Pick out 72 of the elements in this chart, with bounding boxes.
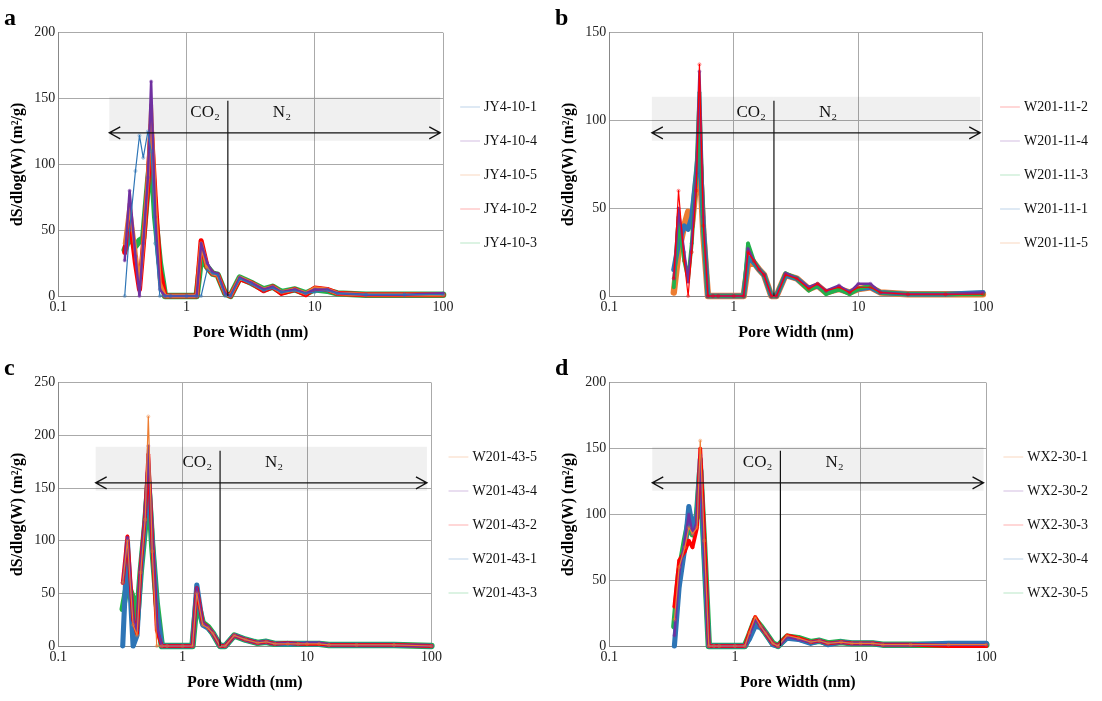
- x-tick-label: 1: [179, 649, 187, 665]
- legend-label: W201-43-3: [472, 584, 538, 600]
- x-tick-label: 100: [972, 299, 994, 315]
- x-tick-label: 100: [432, 299, 454, 315]
- y-tick-label: 50: [592, 571, 607, 587]
- y-tick-label: 200: [585, 374, 607, 390]
- x-axis-title: Pore Width (nm): [738, 322, 854, 341]
- x-tick-label: 0.1: [600, 299, 618, 315]
- legend-label: WX2-30-5: [1027, 584, 1089, 600]
- y-tick-label: 100: [34, 156, 56, 172]
- legend-label: W201-43-4: [472, 482, 538, 498]
- x-tick-label: 10: [851, 299, 866, 315]
- band-label: CO₂: [190, 101, 220, 121]
- legend-label: JY4-10-5: [484, 166, 538, 182]
- legend-label: W201-11-1: [1023, 200, 1089, 216]
- x-tick-label: 10: [300, 649, 315, 665]
- band-label: N₂: [272, 101, 292, 121]
- y-tick-label: 150: [585, 440, 607, 456]
- y-tick-label: 150: [585, 24, 607, 40]
- y-axis-title: dS/dlog(W) (m²/g): [7, 452, 26, 577]
- legend-label: W201-11-2: [1023, 98, 1089, 114]
- legend-label: W201-11-4: [1023, 132, 1089, 148]
- x-axis-title: Pore Width (nm): [192, 322, 309, 341]
- y-tick-label: 150: [34, 90, 56, 106]
- band-label: CO₂: [742, 451, 773, 471]
- x-tick-label: 10: [853, 649, 868, 665]
- legend-label: JY4-10-2: [484, 200, 538, 216]
- y-tick-label: 50: [41, 585, 56, 601]
- chart-title: a: [4, 3, 16, 30]
- y-tick-label: 250: [34, 374, 56, 390]
- y-axis-title: dS/dlog(W) (m²/g): [558, 452, 577, 577]
- y-axis-title: dS/dlog(W) (m²/g): [558, 102, 577, 227]
- x-axis-title: Pore Width (nm): [187, 672, 303, 691]
- x-tick-label: 1: [183, 299, 191, 315]
- legend-label: W201-43-1: [472, 550, 538, 566]
- y-tick-label: 100: [34, 532, 56, 548]
- x-tick-label: 10: [307, 299, 322, 315]
- x-tick-label: 100: [420, 649, 442, 665]
- band-label: N₂: [825, 451, 844, 471]
- y-tick-label: 50: [41, 221, 56, 237]
- y-axis-title: dS/dlog(W) (m²/g): [7, 102, 26, 227]
- band-label: CO₂: [736, 101, 766, 121]
- x-tick-label: 0.1: [49, 299, 67, 315]
- legend-label: WX2-30-3: [1027, 516, 1089, 532]
- y-tick-label: 100: [585, 506, 607, 522]
- y-tick-label: 200: [34, 427, 56, 443]
- legend-label: JY4-10-1: [484, 98, 538, 114]
- y-tick-label: 100: [585, 112, 607, 128]
- x-tick-label: 1: [730, 299, 738, 315]
- x-tick-label: 0.1: [600, 649, 618, 665]
- band-label: N₂: [818, 101, 838, 121]
- legend-label: W201-11-3: [1023, 166, 1089, 182]
- legend-label: WX2-30-2: [1027, 482, 1089, 498]
- y-tick-label: 150: [34, 479, 56, 495]
- y-tick-label: 200: [34, 24, 56, 40]
- chart-title: c: [4, 353, 15, 380]
- legend-label: W201-11-5: [1023, 234, 1089, 250]
- legend-label: JY4-10-3: [484, 234, 538, 250]
- y-tick-label: 50: [592, 199, 607, 215]
- x-tick-label: 1: [731, 649, 739, 665]
- x-tick-label: 100: [975, 649, 997, 665]
- band-label: N₂: [265, 451, 284, 471]
- legend-label: W201-43-5: [472, 448, 538, 464]
- legend-label: WX2-30-1: [1027, 448, 1089, 464]
- x-axis-title: Pore Width (nm): [739, 672, 856, 691]
- chart-title: d: [555, 353, 569, 380]
- legend-label: JY4-10-4: [484, 132, 538, 148]
- legend-label: WX2-30-4: [1027, 550, 1089, 566]
- x-tick-label: 0.1: [49, 649, 67, 665]
- chart-title: b: [555, 3, 569, 30]
- band-label: CO₂: [182, 451, 213, 471]
- legend-label: W201-43-2: [472, 516, 538, 532]
